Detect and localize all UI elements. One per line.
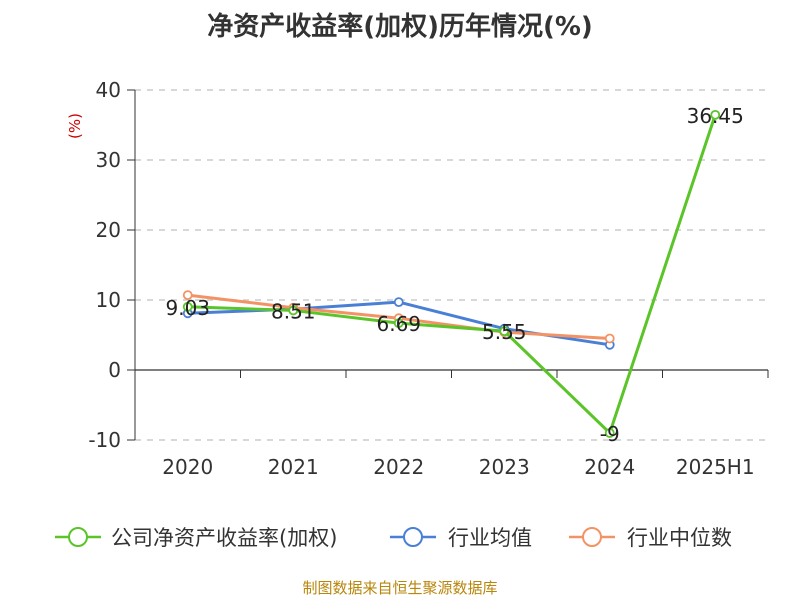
legend: 公司净资产收益率(加权) 行业均值 行业中位数	[55, 526, 732, 550]
series-point	[604, 428, 615, 438]
series-line	[187, 114, 717, 435]
y-tick-label: 40	[96, 78, 121, 102]
series-point	[499, 326, 510, 337]
data-label: 9.03	[165, 296, 210, 320]
data-label: 36.45	[687, 104, 744, 128]
grid-layer	[135, 89, 768, 441]
series-point	[710, 109, 721, 120]
data-label: -9	[600, 422, 620, 446]
legend-label: 行业中位数	[627, 526, 732, 550]
series-point	[604, 333, 615, 344]
x-tick-label: 2023	[479, 455, 530, 479]
axis-layer: -10 0 10 20 30 40 2020 2021 2022 2023 2024 2025H1 (%…	[66, 78, 769, 479]
series-point	[393, 318, 404, 329]
series-point	[288, 305, 299, 316]
data-label-layer: 9.03 8.51 6.69 5.55 -9 36.45	[165, 104, 743, 446]
series-point	[393, 297, 404, 308]
x-tick-label: 2022	[373, 455, 424, 479]
legend-label: 行业均值	[448, 526, 532, 550]
series-point	[182, 290, 193, 301]
series-point	[182, 301, 193, 312]
data-label: 5.55	[482, 320, 527, 344]
y-axis-unit-label: (%)	[66, 113, 84, 139]
y-tick-label: -10	[88, 428, 121, 452]
x-tick-label: 2025H1	[676, 455, 755, 479]
x-tick-label: 2021	[268, 455, 319, 479]
legend-label: 公司净资产收益率(加权)	[111, 526, 337, 550]
data-label: 6.69	[376, 312, 421, 336]
y-tick-label: 10	[96, 288, 121, 312]
legend-marker	[68, 527, 88, 547]
legend-marker	[403, 527, 423, 547]
y-tick-label: 0	[108, 358, 121, 382]
y-tick-label: 30	[96, 148, 121, 172]
y-tick-label: 20	[96, 218, 121, 242]
data-source-note: 制图数据来自恒生聚源数据库	[302, 579, 498, 597]
chart-title: 净资产收益率(加权)历年情况(%)	[207, 12, 593, 42]
legend-marker	[582, 527, 602, 547]
x-tick-label: 2024	[584, 455, 635, 479]
x-tick-label: 2020	[162, 455, 213, 479]
series-layer	[182, 109, 721, 438]
data-label: 8.51	[271, 299, 316, 323]
